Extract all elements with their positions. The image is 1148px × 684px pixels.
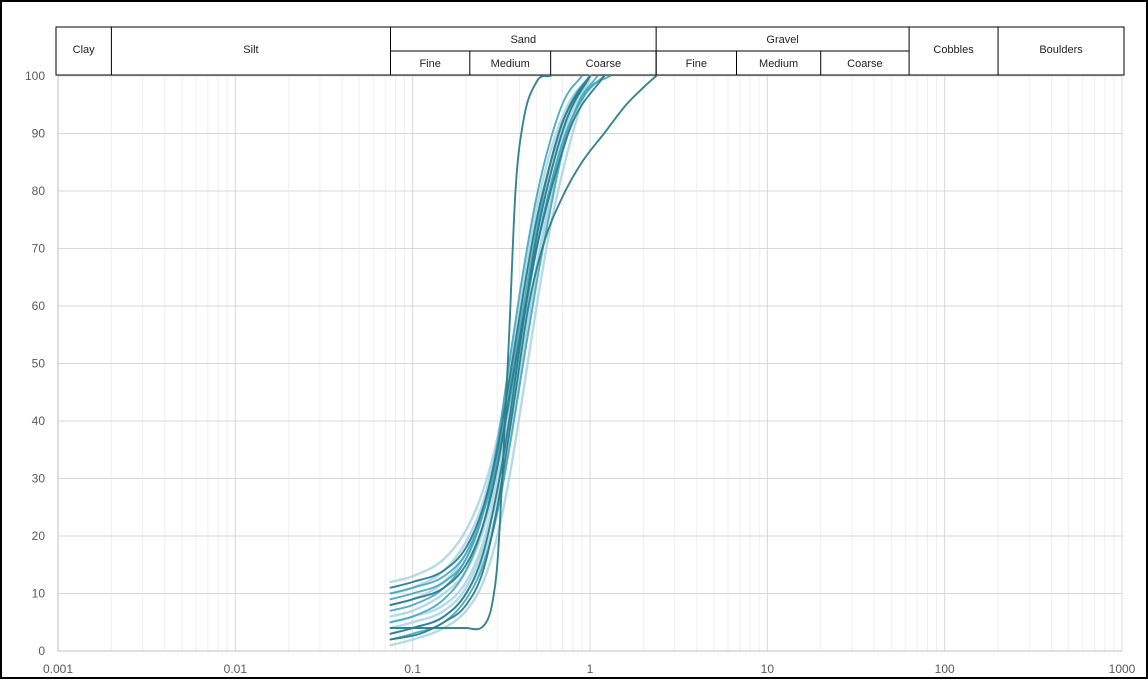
y-tick-label: 10 bbox=[32, 587, 46, 601]
y-axis-tick-labels: 0 10 20 30 40 50 60 70 80 90 100 bbox=[25, 69, 45, 658]
x-tick-label: 1 bbox=[587, 662, 594, 676]
x-tick-label: 0.01 bbox=[224, 662, 248, 676]
header-sublabel-coarse: Coarse bbox=[847, 58, 882, 70]
header-sublabel-medium: Medium bbox=[491, 58, 530, 70]
header-label-sand: Sand bbox=[510, 34, 536, 46]
header-label-boulders: Boulders bbox=[1039, 44, 1083, 56]
series-line-4 bbox=[389, 75, 591, 635]
x-tick-label: 0.1 bbox=[404, 662, 421, 676]
series-line-2 bbox=[389, 75, 658, 641]
series-line-3 bbox=[389, 75, 591, 589]
y-tick-label: 40 bbox=[32, 414, 46, 428]
header-sublabel-medium: Medium bbox=[759, 58, 798, 70]
header-label-clay: Clay bbox=[73, 44, 96, 56]
series-line-10 bbox=[389, 75, 583, 601]
y-tick-label: 0 bbox=[38, 644, 45, 658]
header-label-cobbles: Cobbles bbox=[933, 44, 974, 56]
soil-classification-header: Clay Silt Sand Gravel Cobbles Boulders Fine Med… bbox=[55, 26, 1125, 76]
header-label-gravel: Gravel bbox=[766, 34, 798, 46]
y-tick-label: 100 bbox=[25, 69, 45, 83]
series-line-5 bbox=[389, 75, 605, 606]
header-sublabel-fine: Fine bbox=[419, 58, 440, 70]
axes bbox=[57, 76, 1122, 652]
y-tick-label: 80 bbox=[32, 184, 46, 198]
x-tick-label: 10 bbox=[761, 662, 775, 676]
x-tick-label: 1000 bbox=[1109, 662, 1136, 676]
header-label-silt: Silt bbox=[243, 44, 258, 56]
y-tick-label: 70 bbox=[32, 242, 46, 256]
y-tick-label: 20 bbox=[32, 529, 46, 543]
header-sublabel-coarse: Coarse bbox=[586, 58, 621, 70]
series-lines bbox=[389, 74, 658, 647]
series-line-7 bbox=[389, 75, 605, 595]
x-axis-tick-labels: 0.001 0.01 0.1 1 10 100 1000 bbox=[43, 662, 1136, 676]
x-tick-label: 0.001 bbox=[43, 662, 73, 676]
y-tick-label: 50 bbox=[32, 357, 46, 371]
x-tick-label: 100 bbox=[935, 662, 955, 676]
y-tick-label: 90 bbox=[32, 127, 46, 141]
y-tick-label: 30 bbox=[32, 472, 46, 486]
y-tick-label: 60 bbox=[32, 299, 46, 313]
header-sublabel-fine: Fine bbox=[686, 58, 707, 70]
